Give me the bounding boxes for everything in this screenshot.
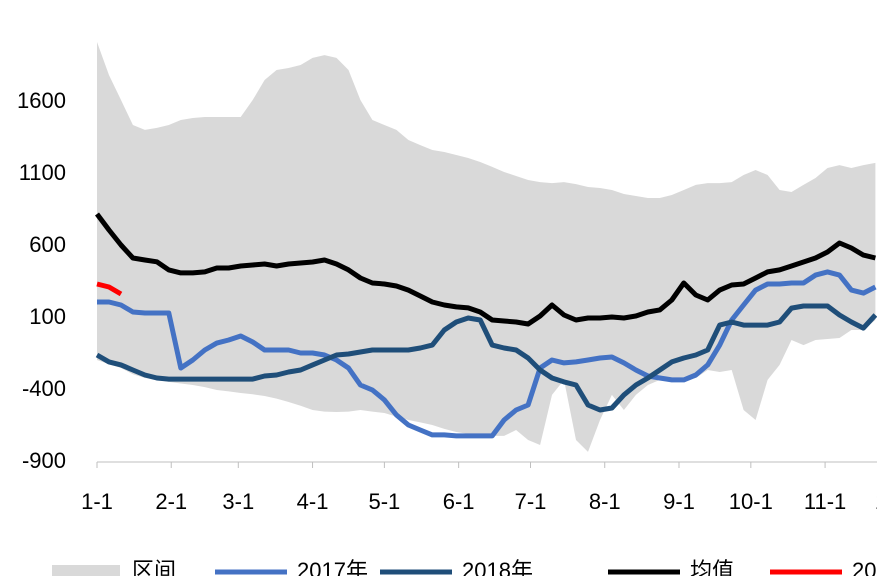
legend-label: 2019年 [852,558,877,576]
legend-label: 2017年 [297,558,368,576]
x-tick-label: 1-1 [81,489,113,514]
range-band [97,42,876,452]
x-tick-label: 3-1 [222,489,254,514]
x-tick-label: 2-1 [155,489,187,514]
x-tick-label: 6-1 [443,489,475,514]
series-line [97,269,877,439]
y-tick-label: 1600 [17,88,66,113]
legend-label: 区间 [132,558,176,576]
y-tick-label: 100 [29,304,66,329]
x-tick-label: 7-1 [515,489,547,514]
series-line [96,281,123,297]
y-tick-label: -900 [22,448,66,473]
y-tick-label: 600 [29,232,66,257]
x-tick-label: 9-1 [663,489,695,514]
x-tick-label: 12-1 [875,489,877,514]
legend-label: 2018年 [462,558,533,576]
y-tick-label: 1100 [19,160,66,185]
legend-label: 均值 [690,558,734,576]
x-tick-label: 8-1 [589,489,621,514]
x-tick-label: 4-1 [297,489,329,514]
legend-swatch [52,565,120,576]
x-tick-label: 11-1 [804,489,846,514]
series-line [95,303,877,413]
series-line [95,212,876,327]
y-tick-label: -400 [22,376,66,401]
x-tick-label: 10-1 [729,489,773,514]
x-tick-label: 5-1 [369,489,401,514]
